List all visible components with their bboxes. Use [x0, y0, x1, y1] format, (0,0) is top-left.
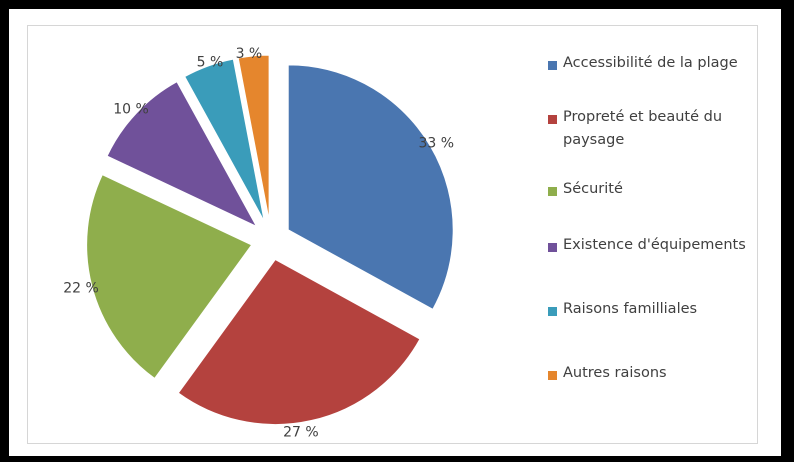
legend-swatch: [548, 243, 557, 252]
legend-label: Sécurité: [563, 181, 623, 197]
slice-value-label: 10 %: [113, 102, 149, 118]
legend-item: Propreté et beauté du paysage: [548, 109, 753, 152]
legend-item: Sécurité: [548, 181, 623, 201]
legend-label: Raisons familliales: [563, 301, 698, 317]
pie-slice: [86, 174, 253, 380]
pie-slices: [86, 54, 454, 426]
pie-slice: [106, 81, 258, 228]
legend-item: Raisons familliales: [548, 301, 697, 321]
slice-value-label: 33 %: [419, 135, 455, 151]
slice-value-label: 27 %: [283, 424, 319, 440]
legend-item: Accessibilité de la plage: [548, 55, 738, 75]
pie-slice: [177, 258, 421, 426]
legend-label: Autres raisons: [563, 365, 667, 381]
pie-value-labels: 33 % 27 % 22 % 10 % 5 % 3 %: [63, 46, 455, 440]
legend-label: Propreté et beauté du paysage: [563, 109, 723, 148]
legend-swatch: [548, 187, 557, 196]
slice-value-label: 5 %: [197, 54, 224, 70]
legend-item: Existence d'équipements: [548, 237, 746, 257]
pie-slice: [184, 58, 265, 222]
legend-swatch: [548, 61, 557, 70]
legend-swatch: [548, 307, 557, 316]
slice-value-label: 3 %: [236, 46, 263, 62]
chart-area-border: [27, 25, 758, 444]
pie-slice: [287, 64, 454, 310]
legend-item: Autres raisons: [548, 365, 667, 385]
legend-swatch: [548, 371, 557, 380]
legend-label: Existence d'équipements: [563, 237, 746, 253]
legend-label: Accessibilité de la plage: [563, 55, 738, 71]
slice-value-label: 22 %: [63, 281, 99, 297]
pie-slice: [237, 54, 270, 221]
legend-swatch: [548, 115, 557, 124]
